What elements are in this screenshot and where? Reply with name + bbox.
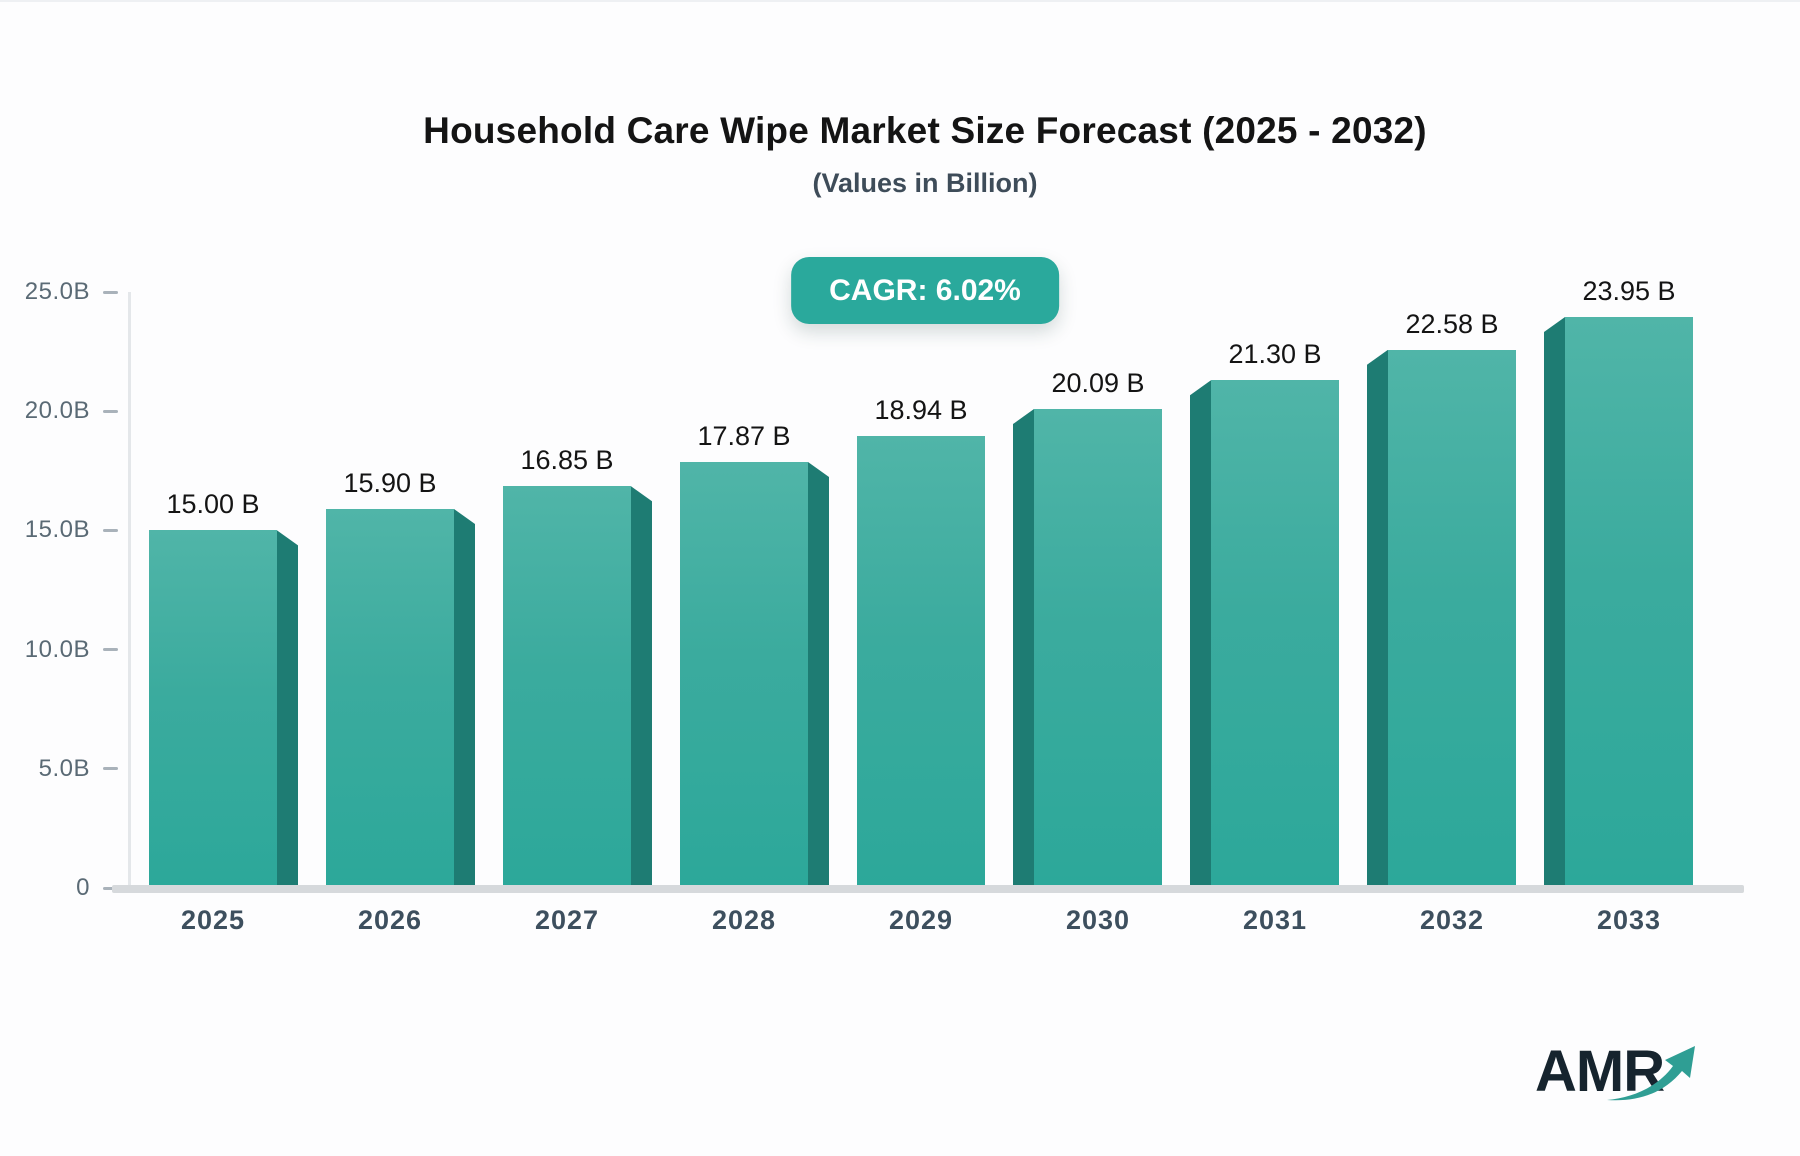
bar-2026 (326, 508, 454, 888)
x-tick-label: 2025 (180, 905, 246, 935)
x-tick-label: 2031 (1242, 905, 1308, 935)
y-tick-mark (103, 886, 118, 890)
bar-side-panel (808, 461, 829, 888)
y-tick-label: 15.0B (24, 516, 90, 544)
y-axis-line (128, 292, 131, 888)
x-tick-label: 2029 (888, 905, 954, 935)
x-tick-label: 2026 (357, 905, 423, 935)
bar-2029 (857, 436, 985, 888)
bar-value-label: 23.95 B (1582, 276, 1676, 307)
bar-side-panel (1013, 409, 1034, 888)
amr-logo: AMR (1535, 1038, 1725, 1118)
bar-value-label: 20.09 B (1051, 368, 1145, 399)
y-tick-label: 0 (76, 874, 90, 901)
cagr-badge: CAGR: 6.02% (791, 257, 1059, 324)
bar-side-panel (277, 530, 298, 888)
y-tick-label: 10.0B (24, 635, 90, 663)
bar-value-label: 17.87 B (697, 420, 791, 451)
x-tick-label: 2028 (711, 905, 777, 935)
bar-2027 (503, 486, 631, 888)
chart-title: Household Care Wipe Market Size Forecast… (423, 110, 1427, 151)
y-tick-label: 5.0B (38, 754, 90, 782)
bar-value-label: 15.90 B (343, 467, 437, 498)
bar-2033 (1565, 317, 1693, 888)
x-tick-label: 2027 (534, 905, 600, 935)
bar-value-label: 22.58 B (1405, 308, 1499, 339)
chart-subtitle: (Values in Billion) (812, 168, 1038, 198)
bar-value-label: 16.85 B (520, 445, 614, 476)
bar-value-label: 18.94 B (874, 395, 968, 426)
bar-2025 (149, 530, 277, 888)
y-tick-mark (103, 648, 118, 652)
y-tick-mark (103, 290, 118, 294)
bar-side-panel (1544, 317, 1565, 888)
y-tick-mark (103, 767, 118, 771)
y-tick-label: 25.0B (24, 278, 90, 305)
bar-value-label: 15.00 B (166, 489, 260, 520)
x-axis-baseline (112, 885, 1744, 893)
bar-side-panel (1190, 380, 1211, 888)
bar-side-panel (454, 508, 475, 888)
bar-side-panel (631, 486, 652, 888)
bar-side-panel (1367, 349, 1388, 888)
x-tick-label: 2033 (1596, 905, 1662, 935)
x-tick-label: 2030 (1065, 905, 1131, 935)
bar-2030 (1034, 409, 1162, 888)
bar-2028 (680, 461, 808, 888)
y-tick-mark (103, 409, 118, 413)
bar-2031 (1211, 380, 1339, 888)
x-tick-label: 2032 (1419, 905, 1485, 935)
bar-value-label: 21.30 B (1228, 339, 1322, 370)
trend-arrow-icon (1607, 1046, 1695, 1101)
y-tick-mark (103, 528, 118, 532)
y-tick-label: 20.0B (24, 397, 90, 425)
bar-2032 (1388, 349, 1516, 888)
